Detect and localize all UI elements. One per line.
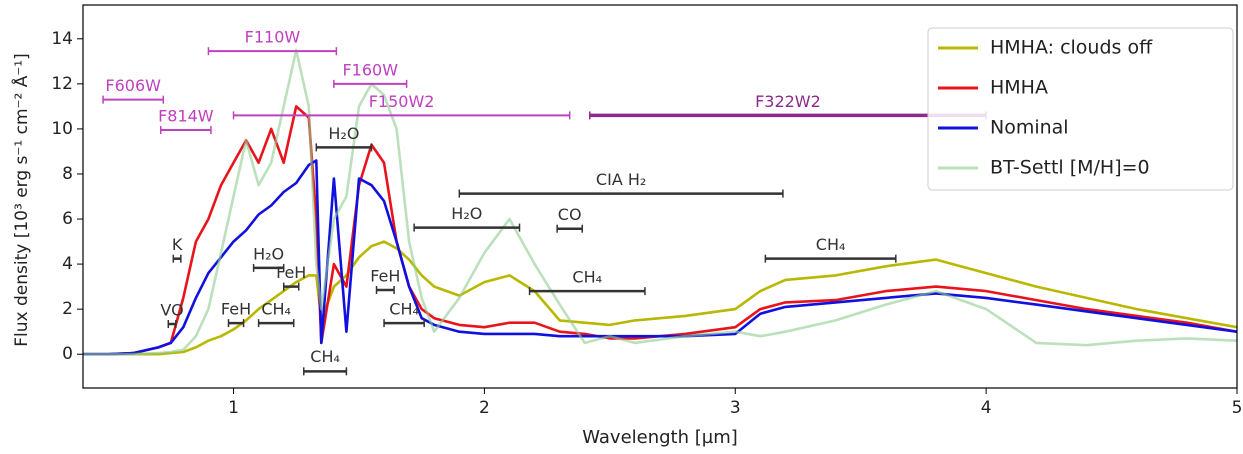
band-label: F160W	[342, 60, 398, 79]
band-label: FeH	[370, 266, 400, 285]
legend-box	[927, 27, 1234, 191]
band-label: CH₄	[389, 300, 419, 319]
x-tick-label: 1	[228, 398, 239, 418]
band-label: CO	[558, 205, 582, 224]
band-label: F110W	[245, 28, 301, 47]
band-label: H₂O	[253, 244, 284, 263]
legend-label: BT-Settl [M/H]=0	[990, 157, 1150, 179]
spectrum-line	[83, 48, 1237, 356]
y-tick-label: 4	[62, 254, 73, 274]
band-label: CH₄	[261, 300, 291, 319]
band-label: CH₄	[816, 235, 846, 254]
y-tick-label: 6	[62, 209, 73, 229]
y-tick-label: 10	[51, 119, 73, 139]
band-label: F150W2	[369, 92, 435, 111]
band-label: CIA H₂	[596, 170, 646, 189]
band-label: CH₄	[310, 347, 340, 366]
x-tick-label: 5	[1232, 398, 1243, 418]
band-label: F322W2	[755, 92, 821, 111]
x-axis-label: Wavelength [µm]	[582, 427, 738, 448]
x-tick-label: 2	[479, 398, 490, 418]
legend-label: HMHA: clouds off	[990, 37, 1153, 59]
x-tick-label: 3	[730, 398, 741, 418]
y-tick-label: 8	[62, 164, 73, 184]
band-label: FeH	[276, 263, 306, 282]
legend-label: HMHA	[990, 77, 1048, 99]
band-label: VO	[160, 301, 183, 320]
band-label: CH₄	[572, 268, 602, 287]
band-label: F814W	[158, 107, 214, 126]
band-label: FeH	[221, 300, 251, 319]
plot-area	[83, 48, 1237, 356]
y-tick-label: 2	[62, 299, 73, 319]
legend-label: Nominal	[990, 117, 1069, 139]
band-label: H₂O	[328, 124, 359, 143]
band-label: K	[172, 235, 183, 254]
spectrum-line	[83, 240, 1237, 356]
band-label: H₂O	[451, 204, 482, 223]
y-tick-label: 12	[51, 74, 73, 94]
y-tick-label: 0	[62, 344, 73, 364]
y-axis-label: Flux density [10³ erg s⁻¹ cm⁻² Å⁻¹]	[10, 53, 32, 347]
y-tick-label: 14	[51, 29, 73, 49]
band-label: F606W	[105, 76, 161, 95]
plot-frame	[82, 4, 1238, 389]
x-tick-label: 4	[981, 398, 992, 418]
